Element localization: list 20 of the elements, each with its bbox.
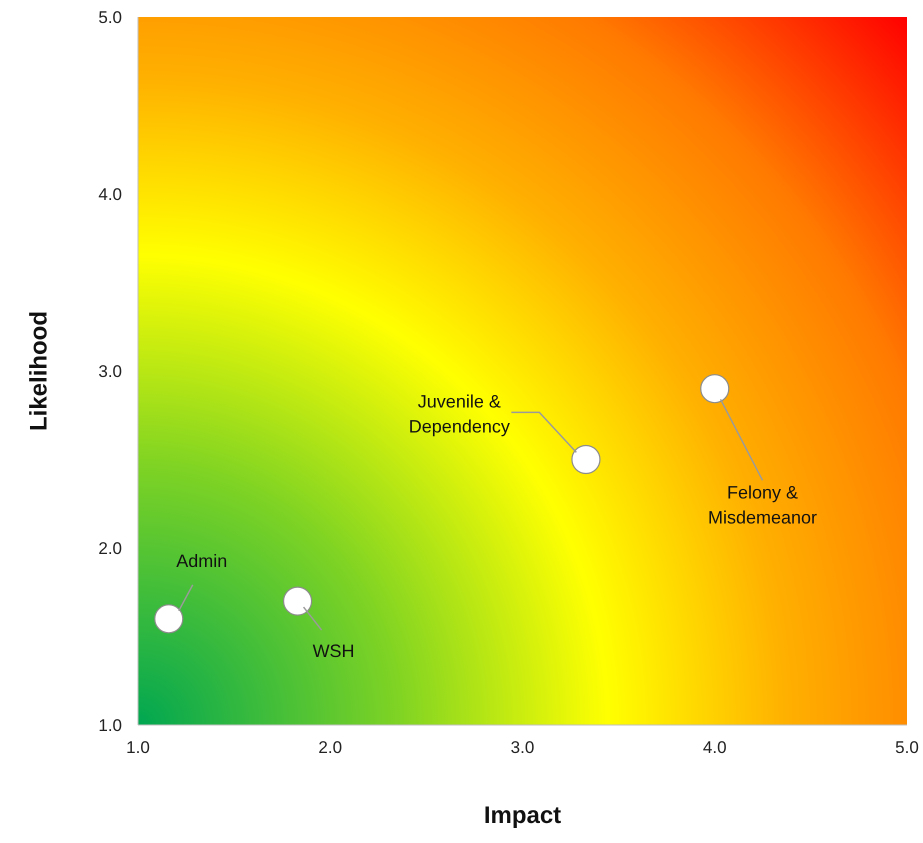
point bbox=[700, 374, 730, 404]
y-tick-label: 5.0 bbox=[98, 8, 122, 28]
annotation: WSH bbox=[312, 641, 355, 662]
x-tick-label: 2.0 bbox=[318, 738, 342, 758]
y-tick-label: 2.0 bbox=[98, 539, 122, 558]
y-axis-title: Likelihood bbox=[26, 311, 53, 431]
x-tick-label: 1.0 bbox=[126, 738, 150, 758]
y-tick-label: 3.0 bbox=[98, 362, 122, 382]
annotation: Juvenile & Dependency bbox=[408, 391, 510, 436]
y-tick-label: 1.0 bbox=[98, 716, 122, 736]
x-tick-label: 4.0 bbox=[702, 738, 727, 758]
annotation: Admin bbox=[176, 550, 228, 571]
x-tick-label: 3.0 bbox=[510, 738, 534, 758]
point bbox=[282, 586, 312, 616]
x-tick-label: 5.0 bbox=[895, 738, 919, 758]
annotation: Felony & Misdemeanor bbox=[708, 482, 818, 528]
y-tick-label: 4.0 bbox=[98, 185, 122, 204]
point bbox=[571, 444, 601, 474]
point bbox=[154, 604, 184, 634]
x-axis-title: Impact bbox=[484, 802, 562, 829]
